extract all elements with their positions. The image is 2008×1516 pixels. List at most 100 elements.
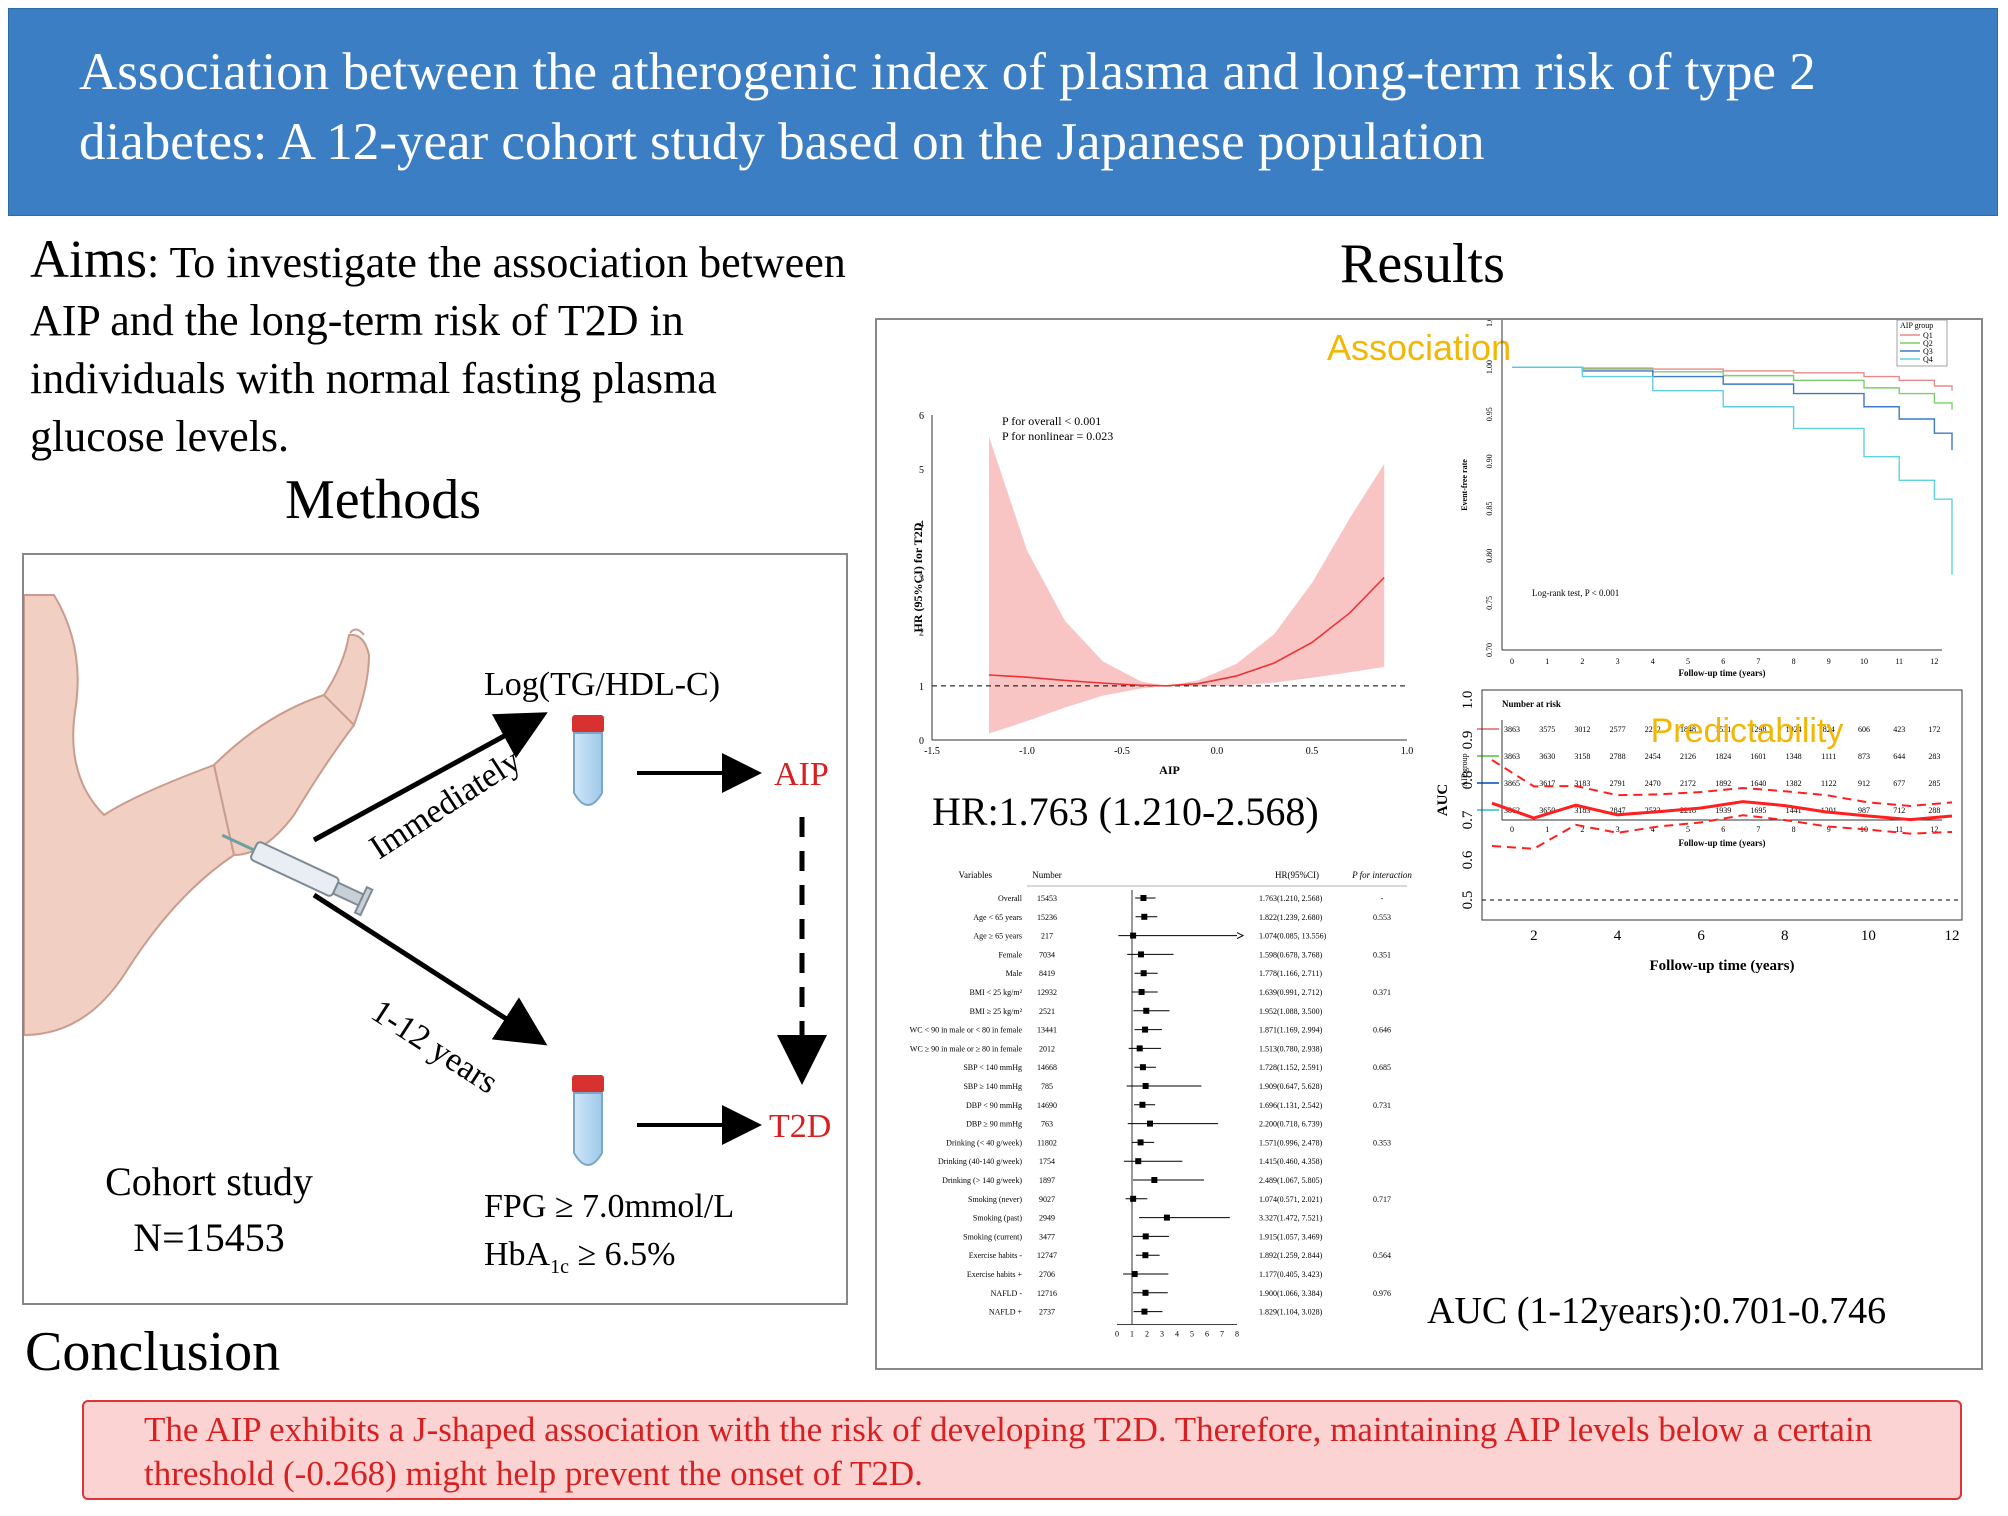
forest-number: 8419 [1039, 969, 1055, 978]
forest-x-tick: 6 [1205, 1329, 1209, 1338]
forest-label: Female [998, 950, 1022, 959]
forest-hr-text: 1.177(0.405, 3.423) [1259, 1270, 1323, 1279]
risk-x-tick: 7 [1756, 825, 1760, 834]
risk-cell: 677 [1893, 779, 1905, 788]
km-legend-label: Q4 [1923, 355, 1933, 364]
risk-cell: 3630 [1539, 752, 1555, 761]
rcs-y-tick: 1 [919, 682, 924, 693]
risk-cell: 2847 [1610, 806, 1626, 815]
km-y-tick: 0.70 [1485, 643, 1494, 657]
aims-text: : To investigate the association between… [30, 238, 846, 461]
risk-cell: 1111 [1821, 752, 1836, 761]
risk-x-tick: 2 [1580, 825, 1584, 834]
forest-point [1141, 913, 1148, 920]
risk-cell: 3863 [1504, 752, 1520, 761]
risk-x-tick: 8 [1792, 825, 1796, 834]
auc-x-tick: 10 [1861, 928, 1876, 944]
auc-x-tick: 12 [1945, 928, 1960, 944]
risk-cell: 873 [1858, 752, 1870, 761]
forest-number: 12716 [1037, 1289, 1057, 1298]
results-box: Association HR:1.763 (1.210-2.568) AUC (… [875, 318, 1983, 1370]
risk-cell: 1382 [1786, 779, 1802, 788]
forest-point [1130, 932, 1137, 939]
km-x-tick: 7 [1756, 657, 1760, 666]
conclusion-box: The AIP exhibits a J-shaped association … [82, 1400, 1962, 1500]
methods-box: Immediately 1-12 years Log(TG/HDL-C) AIP… [22, 553, 848, 1305]
forest-label: Age < 65 years [973, 913, 1022, 922]
forest-number: 2737 [1039, 1308, 1055, 1317]
auc-line [1491, 800, 1953, 822]
hr-summary: HR:1.763 (1.210-2.568) [932, 789, 1319, 834]
forest-header: HR(95%CI) [1275, 870, 1319, 880]
forest-hr-text: 1.415(0.460, 4.358) [1259, 1157, 1323, 1166]
risk-cell: 987 [1858, 806, 1870, 815]
tube-icon-top [572, 715, 604, 806]
risk-cell: 2788 [1610, 752, 1626, 761]
risk-x-tick: 5 [1686, 825, 1690, 834]
auc-x-label: Follow-up time (years) [1650, 958, 1795, 974]
forest-point [1137, 1139, 1144, 1146]
forest-number: 3477 [1039, 1232, 1055, 1241]
forest-hr-text: 1.571(0.996, 2.478) [1259, 1138, 1323, 1147]
forest-p-value: 0.564 [1373, 1251, 1391, 1260]
km-x-tick: 6 [1721, 657, 1725, 666]
km-series-line [1512, 366, 1953, 575]
risk-cell: 283 [1928, 752, 1940, 761]
auc-frame [1481, 689, 1963, 921]
auc-x-tick: 8 [1781, 928, 1789, 944]
auc-x-tick: 4 [1614, 928, 1622, 944]
forest-hr-text: 1.728(1.152, 2.591) [1259, 1063, 1323, 1072]
km-x-tick: 8 [1792, 657, 1796, 666]
auc-ci-line [1491, 759, 1953, 808]
tube-icon-bottom [572, 1075, 604, 1166]
forest-label: Age ≥ 65 years [973, 932, 1022, 941]
forest-label: BMI ≥ 25 kg/m² [970, 1007, 1023, 1016]
immediately-label: Immediately [363, 742, 527, 867]
risk-cell: 1695 [1750, 806, 1766, 815]
forest-header: Number [1032, 870, 1062, 880]
forest-number: 12932 [1037, 988, 1057, 997]
risk-cell: 3012 [1574, 725, 1590, 734]
forest-label: Drinking (> 140 g/week) [942, 1176, 1022, 1185]
years-arrow [312, 892, 548, 1046]
risk-cell: 2172 [1680, 779, 1696, 788]
risk-x-tick: 11 [1895, 825, 1903, 834]
risk-cell: 3617 [1539, 779, 1555, 788]
forest-point [1142, 1233, 1149, 1240]
forest-x-tick: 2 [1145, 1329, 1149, 1338]
risk-cell: 1122 [1821, 779, 1837, 788]
risk-cell: 3575 [1539, 725, 1555, 734]
auc-x-tick: 6 [1697, 928, 1705, 944]
km-x-tick: 5 [1686, 657, 1690, 666]
km-x-tick: 3 [1616, 657, 1620, 666]
risk-cell: 3650 [1539, 806, 1555, 815]
hba1c-criteria: HbA1c ≥ 6.5% [484, 1236, 675, 1278]
forest-label: SBP ≥ 140 mmHg [963, 1082, 1022, 1091]
km-series-line [1512, 366, 1953, 391]
title-banner: Association between the atherogenic inde… [8, 8, 1998, 216]
association-heading: Association [1327, 327, 1511, 368]
forest-label: Drinking (40-140 g/week) [938, 1157, 1022, 1166]
forest-label: Smoking (current) [963, 1232, 1022, 1241]
risk-table-title: Number at risk [1502, 699, 1561, 709]
aip-label: AIP [774, 756, 829, 793]
km-x-tick: 4 [1651, 657, 1655, 666]
risk-cell: 1348 [1786, 752, 1802, 761]
forest-header: P for interaction [1351, 870, 1412, 880]
risk-cell: 1848 [1680, 725, 1696, 734]
risk-cell: 712 [1893, 806, 1905, 815]
rcs-annotation: P for overall < 0.001 [1002, 414, 1101, 428]
km-x-tick: 1 [1545, 657, 1549, 666]
forest-number: 763 [1041, 1120, 1053, 1129]
forest-label: Smoking (never) [968, 1195, 1022, 1204]
km-y-tick: 1.00 [1485, 360, 1494, 374]
km-y-tick: 0.95 [1485, 407, 1494, 421]
risk-cell: 2126 [1680, 752, 1696, 761]
rcs-x-tick: 0.5 [1306, 746, 1319, 757]
forest-number: 2012 [1039, 1044, 1055, 1053]
forest-p-value: 0.553 [1373, 913, 1391, 922]
auc-y-label: AUC [1435, 784, 1451, 817]
forest-label: Smoking (past) [973, 1214, 1022, 1223]
risk-table-y-label: AIP group [1460, 753, 1469, 786]
